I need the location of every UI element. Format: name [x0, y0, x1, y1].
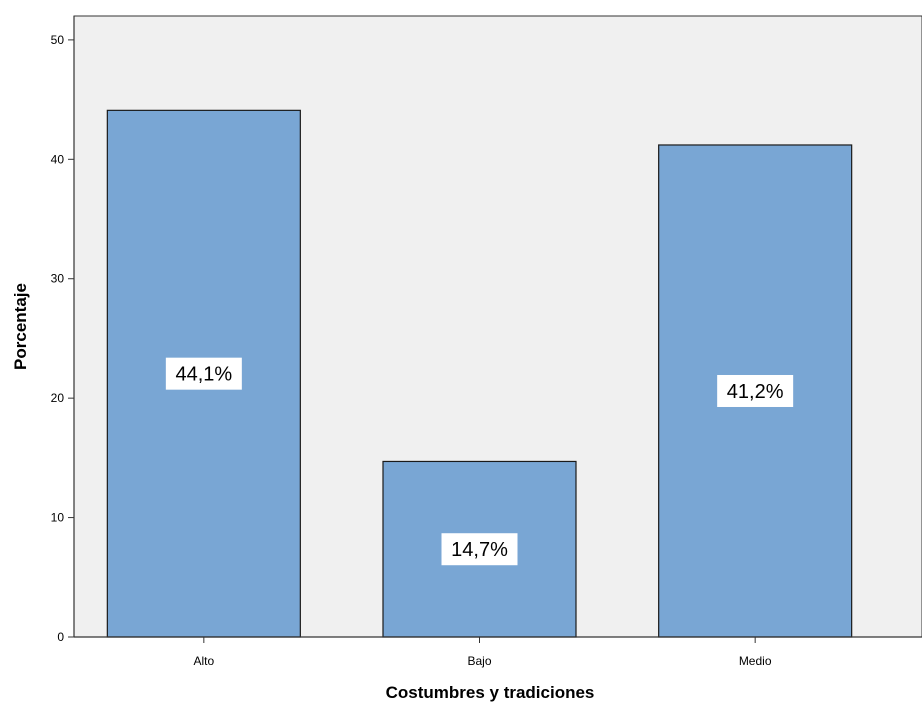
y-tick-label: 30 — [51, 272, 65, 286]
x-tick-label: Alto — [193, 654, 214, 668]
data-label-box — [441, 533, 518, 566]
data-label-box — [165, 357, 242, 390]
y-tick-label: 50 — [51, 33, 65, 47]
x-axis-title: Costumbres y tradiciones — [386, 683, 595, 702]
y-tick-label: 10 — [51, 511, 65, 525]
x-axis-ticks: Alto Bajo Medio — [193, 637, 772, 668]
y-tick-label: 40 — [51, 152, 65, 166]
y-tick-label: 20 — [51, 391, 65, 405]
y-axis-title: Porcentaje — [11, 283, 30, 370]
data-label: 41,2% — [727, 381, 784, 403]
y-tick-label: 0 — [57, 630, 64, 644]
bars-group: 44,1% 14,7% 41,2% — [106, 109, 853, 638]
y-axis-ticks: 0 10 20 30 40 50 — [51, 33, 74, 644]
data-label: 14,7% — [451, 539, 508, 561]
data-label-box — [717, 374, 794, 407]
data-label: 44,1% — [175, 364, 232, 386]
x-tick-label: Medio — [739, 654, 772, 668]
x-tick-label: Bajo — [467, 654, 491, 668]
